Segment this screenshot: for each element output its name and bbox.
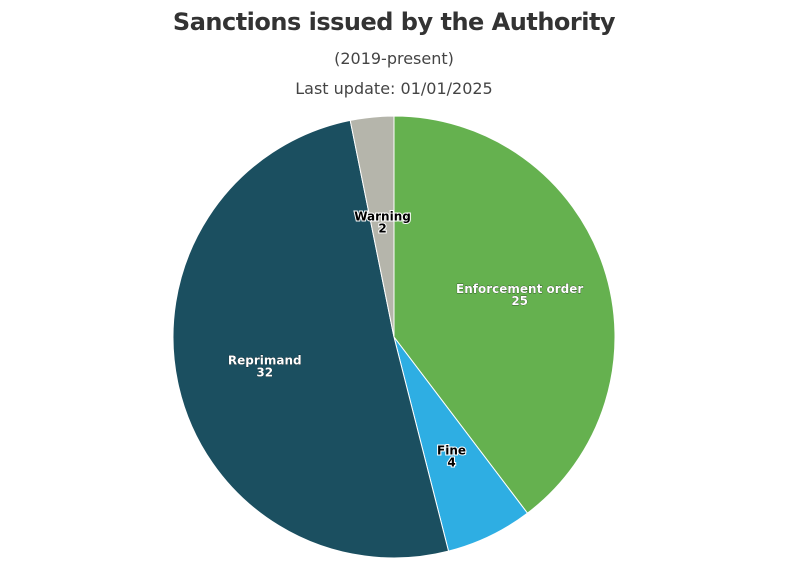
pie-slice-reprimand[interactable] — [172, 119, 450, 559]
chart-subtitle: (2019-present) — [334, 49, 454, 68]
slice-label-reprimand: Reprimand — [228, 354, 302, 368]
slice-value-enforcement-order: 25 — [511, 294, 528, 308]
slice-label-enforcement-order: Enforcement order — [456, 282, 583, 296]
slice-label-warning: Warning — [354, 210, 411, 224]
slice-value-reprimand: 32 — [256, 366, 273, 380]
slice-value-warning: 2 — [378, 222, 386, 236]
slice-value-fine: 4 — [447, 455, 455, 469]
pie-slice-enforcement-order[interactable] — [393, 115, 616, 514]
slice-label-fine: Fine — [437, 443, 466, 457]
pie-slice-warning[interactable] — [349, 115, 395, 338]
last-update-note: Last update: 01/01/2025 — [295, 79, 493, 98]
chart-title: Sanctions issued by the Authority — [172, 8, 616, 36]
